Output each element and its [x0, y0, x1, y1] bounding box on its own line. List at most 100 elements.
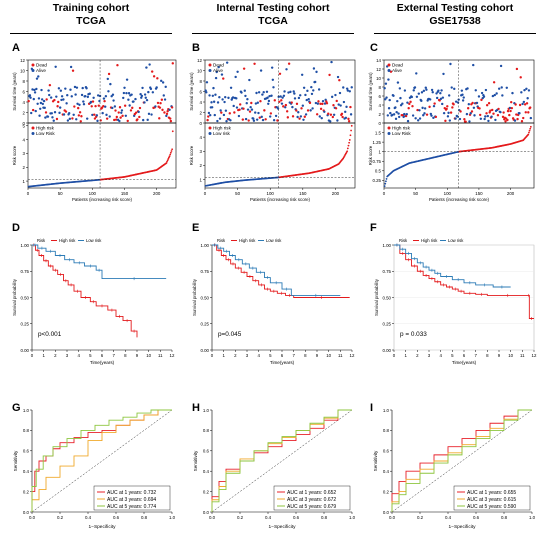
alive-point: [58, 106, 62, 109]
roc-y-axis-tick-label: 0.6: [23, 449, 30, 454]
legend-alive-marker: [208, 69, 212, 72]
dead-point: [347, 120, 351, 123]
alive-point: [134, 97, 137, 101]
alive-point: [145, 98, 149, 102]
dead-point: [156, 101, 160, 105]
alive-point: [389, 111, 392, 115]
alive-point: [491, 94, 495, 98]
alive-point: [143, 93, 147, 96]
dead-point: [258, 116, 261, 119]
km-x-axis-tick-label: 10: [326, 353, 331, 358]
scatter-y-axis-tick-label: 0: [200, 121, 203, 126]
alive-point: [423, 112, 426, 115]
dead-point: [263, 109, 266, 112]
alive-point: [246, 97, 249, 101]
roc-y-axis-tick-label: 0.2: [383, 489, 390, 494]
dead-point: [407, 106, 410, 110]
alive-point: [267, 102, 270, 105]
alive-point: [112, 99, 115, 102]
alive-point: [212, 100, 216, 103]
roc-legend-box: [273, 485, 351, 511]
km-x-axis-tick-label: 9: [136, 353, 139, 358]
alive-point: [42, 99, 46, 103]
roc-legend-label: AUC at 1 years: 0.652: [287, 490, 336, 496]
alive-point: [529, 116, 533, 120]
km-y-axis-tick-label: 0.00: [200, 348, 209, 353]
alive-point: [146, 118, 149, 122]
alive-point: [227, 96, 230, 100]
alive-point: [323, 102, 327, 105]
high-risk-point: [348, 141, 351, 144]
dead-point: [114, 118, 118, 121]
scatter-y-axis-tick-label: 0: [23, 121, 26, 126]
km-legend-title: Risk: [37, 238, 46, 243]
km-x-axis-tick-label: 12: [350, 353, 355, 358]
alive-point: [216, 101, 220, 104]
dead-point: [163, 111, 166, 114]
dead-point: [522, 116, 525, 120]
dead-point: [207, 115, 210, 118]
km-y-axis-tick-label: 0.25: [20, 322, 29, 327]
dead-point: [485, 104, 489, 107]
dead-point: [347, 117, 350, 121]
dead-point: [306, 109, 310, 112]
legend-low-risk-label: Low Risk: [392, 131, 411, 136]
roc-curve-3: [211, 409, 352, 512]
high-risk-point: [171, 130, 174, 133]
dead-point: [290, 101, 293, 104]
alive-point: [137, 110, 140, 114]
alive-point: [162, 94, 165, 97]
dead-point: [291, 115, 295, 118]
alive-point: [454, 100, 458, 103]
alive-point: [210, 101, 213, 104]
alive-point: [442, 72, 445, 76]
alive-point: [139, 93, 142, 96]
roc-x-axis-tick-label: 0.4: [265, 515, 272, 520]
alive-point: [154, 105, 157, 108]
alive-point: [297, 96, 301, 100]
alive-point: [221, 98, 224, 101]
km-x-axis-tick-label: 5: [89, 353, 92, 358]
alive-point: [315, 70, 318, 74]
dead-point: [103, 99, 106, 103]
alive-point: [311, 107, 314, 110]
alive-point: [148, 63, 151, 66]
dead-point: [524, 111, 527, 114]
alive-point: [143, 101, 146, 104]
alive-point: [439, 97, 443, 101]
high-risk-point: [171, 148, 174, 151]
dead-point: [491, 108, 494, 112]
dead-point: [131, 106, 134, 110]
dead-point: [445, 107, 448, 111]
dead-point: [527, 111, 530, 114]
alive-point: [39, 101, 43, 105]
roc-legend-label: AUC at 1 years: 0.655: [467, 490, 516, 496]
high-risk-point: [347, 144, 350, 147]
dead-point: [93, 117, 97, 120]
panel-letter-e: E: [192, 222, 200, 234]
alive-point: [497, 87, 501, 90]
scatter-y-axis-tick-label: 14: [376, 58, 381, 63]
alive-point: [284, 106, 287, 109]
alive-point: [147, 90, 150, 94]
alive-point: [406, 119, 410, 123]
roc-x-axis-label: 1−Specificity: [88, 524, 116, 530]
high-risk-point: [349, 134, 352, 137]
dead-point: [489, 109, 492, 112]
alive-point: [80, 93, 84, 97]
km-legend-high-label: High risk: [421, 238, 438, 243]
dead-point: [518, 103, 522, 107]
alive-point: [168, 108, 171, 111]
high-risk-point: [170, 150, 173, 152]
legend-dead-marker: [208, 63, 212, 67]
alive-point: [336, 75, 340, 79]
scatter-y-axis-tick-label: 6: [379, 94, 382, 99]
dead-point: [295, 102, 299, 106]
alive-point: [249, 105, 252, 109]
km-y-axis-tick-label: 0.00: [20, 348, 29, 353]
alive-point: [53, 110, 57, 114]
alive-point: [342, 100, 346, 104]
km-x-axis-tick-label: 8: [486, 353, 489, 358]
alive-point: [210, 106, 214, 109]
